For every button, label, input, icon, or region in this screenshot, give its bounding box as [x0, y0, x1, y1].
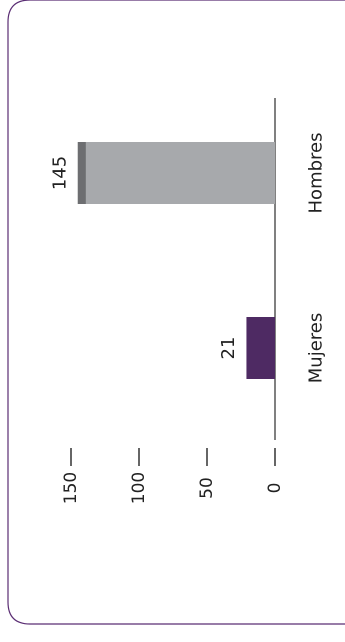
chart-frame — [7, 0, 345, 625]
tick-label: 0 — [265, 483, 285, 494]
bars: 21 Mujeres 145 Hombres — [49, 133, 326, 384]
bar-hombres-cap — [77, 142, 86, 204]
bar-hombres — [77, 142, 275, 204]
bar-mujeres — [246, 317, 275, 379]
data-label-hombres: 145 — [49, 156, 70, 190]
value-axis: 0 50 100 150 — [61, 448, 285, 504]
category-label-hombres: Hombres — [306, 133, 327, 214]
tick-label: 50 — [197, 477, 217, 499]
tick-label: 100 — [129, 472, 149, 504]
category-label-mujeres: Mujeres — [306, 313, 327, 383]
data-label-mujeres: 21 — [218, 337, 239, 360]
tick-label: 150 — [61, 472, 81, 504]
